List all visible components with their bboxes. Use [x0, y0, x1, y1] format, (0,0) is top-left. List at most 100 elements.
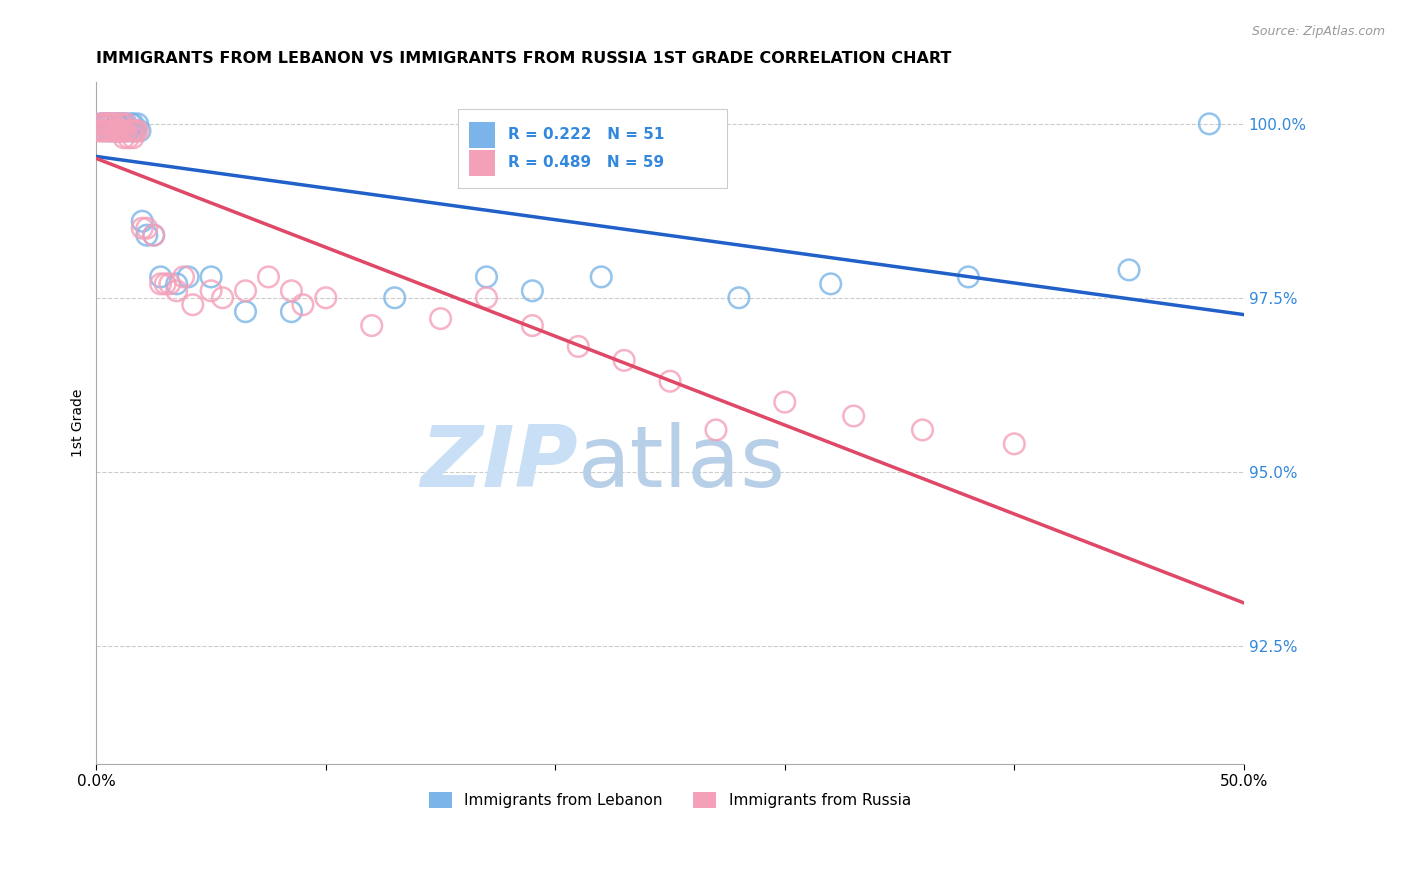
Point — [728, 291, 751, 305]
Point — [957, 269, 980, 284]
Point — [105, 124, 128, 138]
Point — [820, 277, 842, 291]
Point — [94, 117, 117, 131]
Point — [613, 353, 636, 368]
Text: Source: ZipAtlas.com: Source: ZipAtlas.com — [1251, 25, 1385, 38]
Point — [773, 395, 796, 409]
Point — [104, 117, 127, 131]
Point — [135, 228, 157, 243]
Point — [91, 124, 114, 138]
Point — [142, 228, 165, 243]
Point — [105, 124, 128, 138]
Legend: Immigrants from Lebanon, Immigrants from Russia: Immigrants from Lebanon, Immigrants from… — [423, 786, 917, 814]
Point — [122, 130, 145, 145]
Point — [105, 117, 128, 131]
Point — [98, 124, 121, 138]
Point — [475, 269, 498, 284]
Bar — [458, 110, 727, 188]
Point — [257, 269, 280, 284]
Point — [98, 124, 121, 138]
Point — [911, 423, 934, 437]
Point — [166, 277, 188, 291]
Point — [115, 124, 138, 138]
Point — [127, 117, 149, 131]
Point — [115, 117, 138, 131]
Point — [131, 214, 153, 228]
Point — [94, 124, 117, 138]
Point — [112, 117, 135, 131]
Point — [360, 318, 382, 333]
Point — [153, 277, 176, 291]
Point — [115, 124, 138, 138]
Text: atlas: atlas — [578, 423, 786, 506]
Point — [177, 269, 200, 284]
Point — [235, 284, 257, 298]
Point — [429, 311, 451, 326]
Point — [117, 124, 139, 138]
Point — [97, 124, 120, 138]
Point — [108, 117, 131, 131]
Point — [384, 291, 406, 305]
Point — [105, 117, 128, 131]
Point — [120, 124, 142, 138]
Point — [1002, 437, 1025, 451]
Point — [112, 124, 135, 138]
Point — [235, 304, 257, 318]
Point — [90, 117, 112, 131]
Point — [200, 269, 222, 284]
Point — [104, 124, 127, 138]
Point — [142, 228, 165, 243]
Point — [124, 124, 146, 138]
Point — [129, 124, 152, 138]
Point — [104, 124, 127, 138]
Point — [124, 124, 146, 138]
Point — [101, 117, 124, 131]
Point — [110, 117, 132, 131]
Point — [108, 124, 131, 138]
Point — [98, 117, 121, 131]
Point — [112, 130, 135, 145]
Text: IMMIGRANTS FROM LEBANON VS IMMIGRANTS FROM RUSSIA 1ST GRADE CORRELATION CHART: IMMIGRANTS FROM LEBANON VS IMMIGRANTS FR… — [97, 51, 952, 66]
Point — [90, 117, 112, 131]
Point — [120, 117, 142, 131]
Point — [181, 298, 204, 312]
Point — [122, 117, 145, 131]
Point — [200, 284, 222, 298]
Point — [94, 117, 117, 131]
Point — [108, 117, 131, 131]
Point — [110, 124, 132, 138]
Point — [135, 221, 157, 235]
Point — [567, 339, 589, 353]
Point — [522, 318, 544, 333]
Point — [159, 277, 181, 291]
Point — [98, 117, 121, 131]
Point — [101, 124, 124, 138]
Point — [91, 117, 114, 131]
Point — [1118, 263, 1140, 277]
Bar — [470, 150, 495, 176]
Point — [87, 124, 110, 138]
Point — [108, 124, 131, 138]
Point — [704, 423, 727, 437]
Point — [105, 124, 128, 138]
Point — [91, 117, 114, 131]
Point — [149, 269, 172, 284]
Point — [108, 124, 131, 138]
Point — [315, 291, 337, 305]
Point — [120, 124, 142, 138]
Text: R = 0.489   N = 59: R = 0.489 N = 59 — [509, 155, 665, 170]
Point — [166, 284, 188, 298]
Point — [101, 124, 124, 138]
Point — [591, 269, 613, 284]
Text: ZIP: ZIP — [420, 423, 578, 506]
Point — [149, 277, 172, 291]
Point — [110, 117, 132, 131]
Y-axis label: 1st Grade: 1st Grade — [72, 389, 86, 458]
Point — [94, 117, 117, 131]
Point — [291, 298, 314, 312]
Point — [122, 124, 145, 138]
Point — [522, 284, 544, 298]
Point — [1198, 117, 1220, 131]
Point — [173, 269, 195, 284]
Point — [842, 409, 865, 423]
